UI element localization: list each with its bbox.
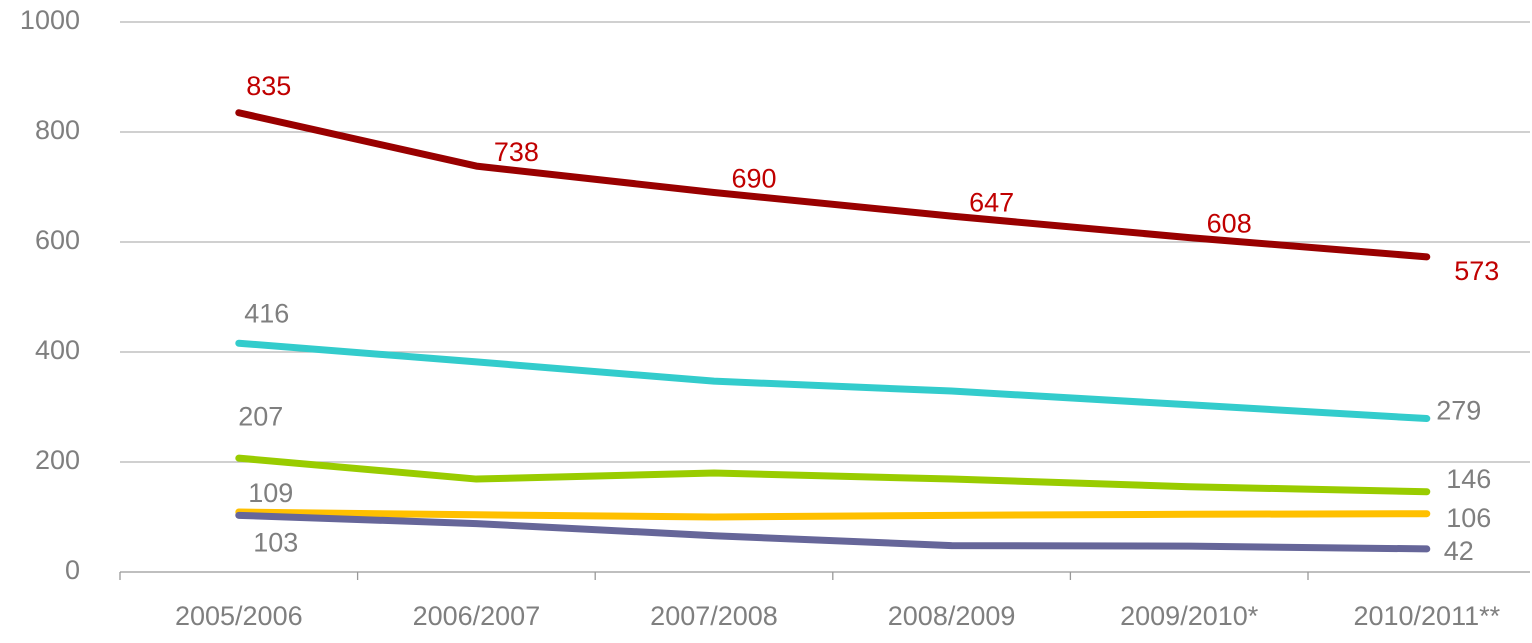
y-tick-label: 400 (35, 335, 80, 365)
line (235, 508, 1431, 521)
data-label: 103 (253, 527, 298, 557)
data-label: 835 (246, 71, 291, 101)
data-label: 738 (494, 137, 539, 167)
y-tick-label: 800 (35, 115, 80, 145)
x-tick-label: 2007/2008 (650, 601, 778, 631)
y-tick-label: 200 (35, 445, 80, 475)
data-label: 647 (969, 187, 1014, 217)
x-tick-label: 2009/2010* (1120, 601, 1259, 631)
x-tick-label: 2010/2011** (1353, 601, 1500, 631)
data-label: 608 (1207, 209, 1252, 239)
data-label: 416 (244, 298, 289, 328)
line (235, 339, 1431, 423)
x-tick-label: 2008/2009 (888, 601, 1016, 631)
y-tick-label: 600 (35, 225, 80, 255)
data-label: 690 (731, 164, 776, 194)
line (235, 454, 1431, 496)
data-label: 42 (1444, 536, 1474, 566)
data-label: 106 (1446, 503, 1491, 533)
data-label: 573 (1454, 256, 1499, 286)
data-label: 109 (248, 478, 293, 508)
data-label: 279 (1436, 396, 1481, 426)
line (235, 109, 1431, 261)
data-label: 146 (1446, 464, 1491, 494)
x-tick-label: 2005/2006 (175, 601, 303, 631)
y-tick-label: 0 (65, 555, 80, 585)
x-tick-label: 2006/2007 (413, 601, 541, 631)
data-label: 207 (238, 401, 283, 431)
y-tick-label: 1000 (20, 5, 80, 35)
line (235, 511, 1431, 553)
